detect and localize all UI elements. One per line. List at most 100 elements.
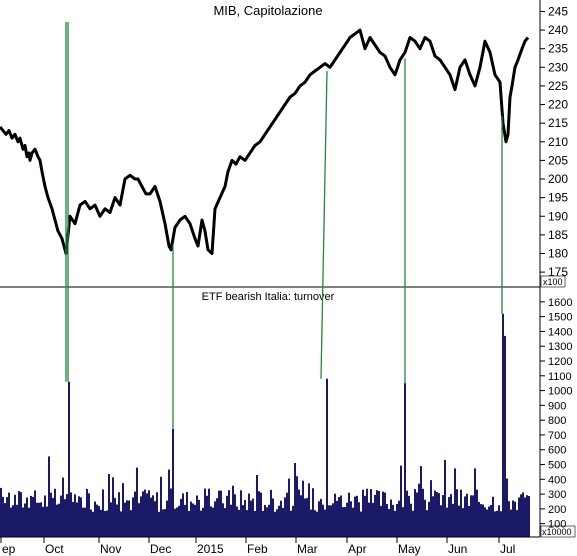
turnover-bar: [458, 505, 460, 537]
turnover-bar: [440, 505, 442, 537]
turnover-bar: [44, 495, 46, 537]
turnover-bar: [414, 489, 416, 537]
turnover-bar: [470, 495, 472, 537]
price-tick-label: 175: [548, 265, 568, 279]
turnover-bar: [24, 503, 26, 537]
turnover-bar: [326, 378, 328, 537]
turnover-bar: [372, 502, 374, 537]
turnover-bar: [298, 489, 300, 537]
x-tick-label: Jun: [448, 542, 467, 556]
turnover-bar: [94, 501, 96, 537]
turnover-bar: [228, 490, 230, 537]
turnover-bar: [254, 511, 256, 537]
turnover-bar: [402, 507, 404, 537]
date-x-axis: ep Oct Nov Dec 2015 Feb Mar Apr May Jun Jul: [0, 536, 540, 556]
turnover-bar: [108, 474, 110, 537]
price-series-line: [0, 28, 530, 255]
turnover-bar: [308, 483, 310, 537]
turnover-bar: [410, 503, 412, 537]
turnover-bar: [38, 502, 40, 537]
price-tick-label: 225: [548, 79, 568, 93]
turnover-bar: [124, 502, 126, 537]
turnover-bar: [456, 489, 458, 537]
price-tick-label: 200: [548, 172, 568, 186]
turnover-tick-label: 300: [548, 489, 566, 501]
turnover-bar: [14, 494, 16, 537]
turnover-bar: [56, 504, 58, 537]
turnover-bar: [180, 498, 182, 537]
turnover-bar: [436, 492, 438, 537]
turnover-bar: [140, 496, 142, 537]
turnover-bar: [78, 496, 80, 537]
price-line-group: [0, 28, 530, 255]
turnover-bar: [292, 505, 294, 537]
turnover-y-axis: 100 200 300 400 500 600 700 800 900 1000 1100 1200 1…: [540, 297, 572, 531]
turnover-bar: [474, 468, 476, 537]
turnover-bar: [388, 509, 390, 537]
turnover-bar: [528, 496, 530, 537]
turnover-bar: [18, 491, 20, 537]
turnover-bar: [112, 477, 114, 537]
turnover-bar: [296, 476, 298, 537]
price-y-axis: 175 180 185 190 195 200 205 210 215 220 225 230 235 2…: [540, 4, 568, 279]
turnover-bar: [506, 478, 508, 537]
turnover-bar: [226, 495, 228, 537]
turnover-bar: [26, 497, 28, 537]
turnover-bar: [206, 495, 208, 537]
turnover-bar: [162, 509, 164, 537]
turnover-unit-box: [540, 275, 566, 288]
turnover-bar: [128, 500, 130, 537]
turnover-bar: [396, 504, 398, 537]
turnover-tick-label: 1600: [548, 297, 572, 309]
turnover-bar: [0, 487, 2, 537]
turnover-bar: [158, 511, 160, 537]
turnover-bar: [186, 491, 188, 537]
turnover-bar: [152, 495, 154, 537]
turnover-tick-label: 100: [548, 519, 566, 531]
turnover-bar: [2, 496, 4, 537]
turnover-tick-label: 1500: [548, 312, 572, 324]
turnover-bar: [524, 497, 526, 537]
price-tick-label: 205: [548, 153, 568, 167]
turnover-bar: [240, 490, 242, 537]
turnover-bar: [40, 502, 42, 537]
turnover-bar: [276, 509, 278, 537]
turnover-bar: [60, 495, 62, 537]
price-tick-label: 195: [548, 191, 568, 205]
turnover-bar: [118, 492, 120, 537]
turnover-bar: [462, 508, 464, 537]
turnover-bar: [58, 503, 60, 537]
price-tick-label: 220: [548, 98, 568, 112]
turnover-bar: [374, 494, 376, 537]
turnover-tick-label: 600: [548, 445, 566, 457]
turnover-bar: [294, 463, 296, 537]
turnover-bar: [448, 497, 450, 537]
turnover-bar: [188, 511, 190, 537]
turnover-bar: [66, 494, 68, 537]
turnover-bar: [84, 507, 86, 537]
turnover-bar: [438, 493, 440, 537]
turnover-bar: [466, 493, 468, 537]
price-tick-label: 245: [548, 4, 568, 18]
turnover-bar: [268, 504, 270, 537]
turnover-bar: [210, 506, 212, 537]
turnover-bar: [304, 498, 306, 537]
turnover-bar: [196, 495, 198, 537]
turnover-bar: [336, 500, 338, 537]
turnover-bar: [426, 510, 428, 537]
turnover-bar: [424, 499, 426, 537]
turnover-bar: [160, 476, 162, 537]
turnover-bar: [284, 497, 286, 537]
price-tick-label: 240: [548, 23, 568, 37]
turnover-bar: [176, 507, 178, 537]
turnover-bar: [146, 493, 148, 537]
turnover-bar: [420, 466, 422, 537]
turnover-bar: [242, 505, 244, 537]
turnover-bar: [468, 506, 470, 537]
turnover-bar: [322, 504, 324, 537]
turnover-bar: [522, 492, 524, 537]
turnover-bar: [406, 490, 408, 537]
turnover-bar: [136, 467, 138, 537]
